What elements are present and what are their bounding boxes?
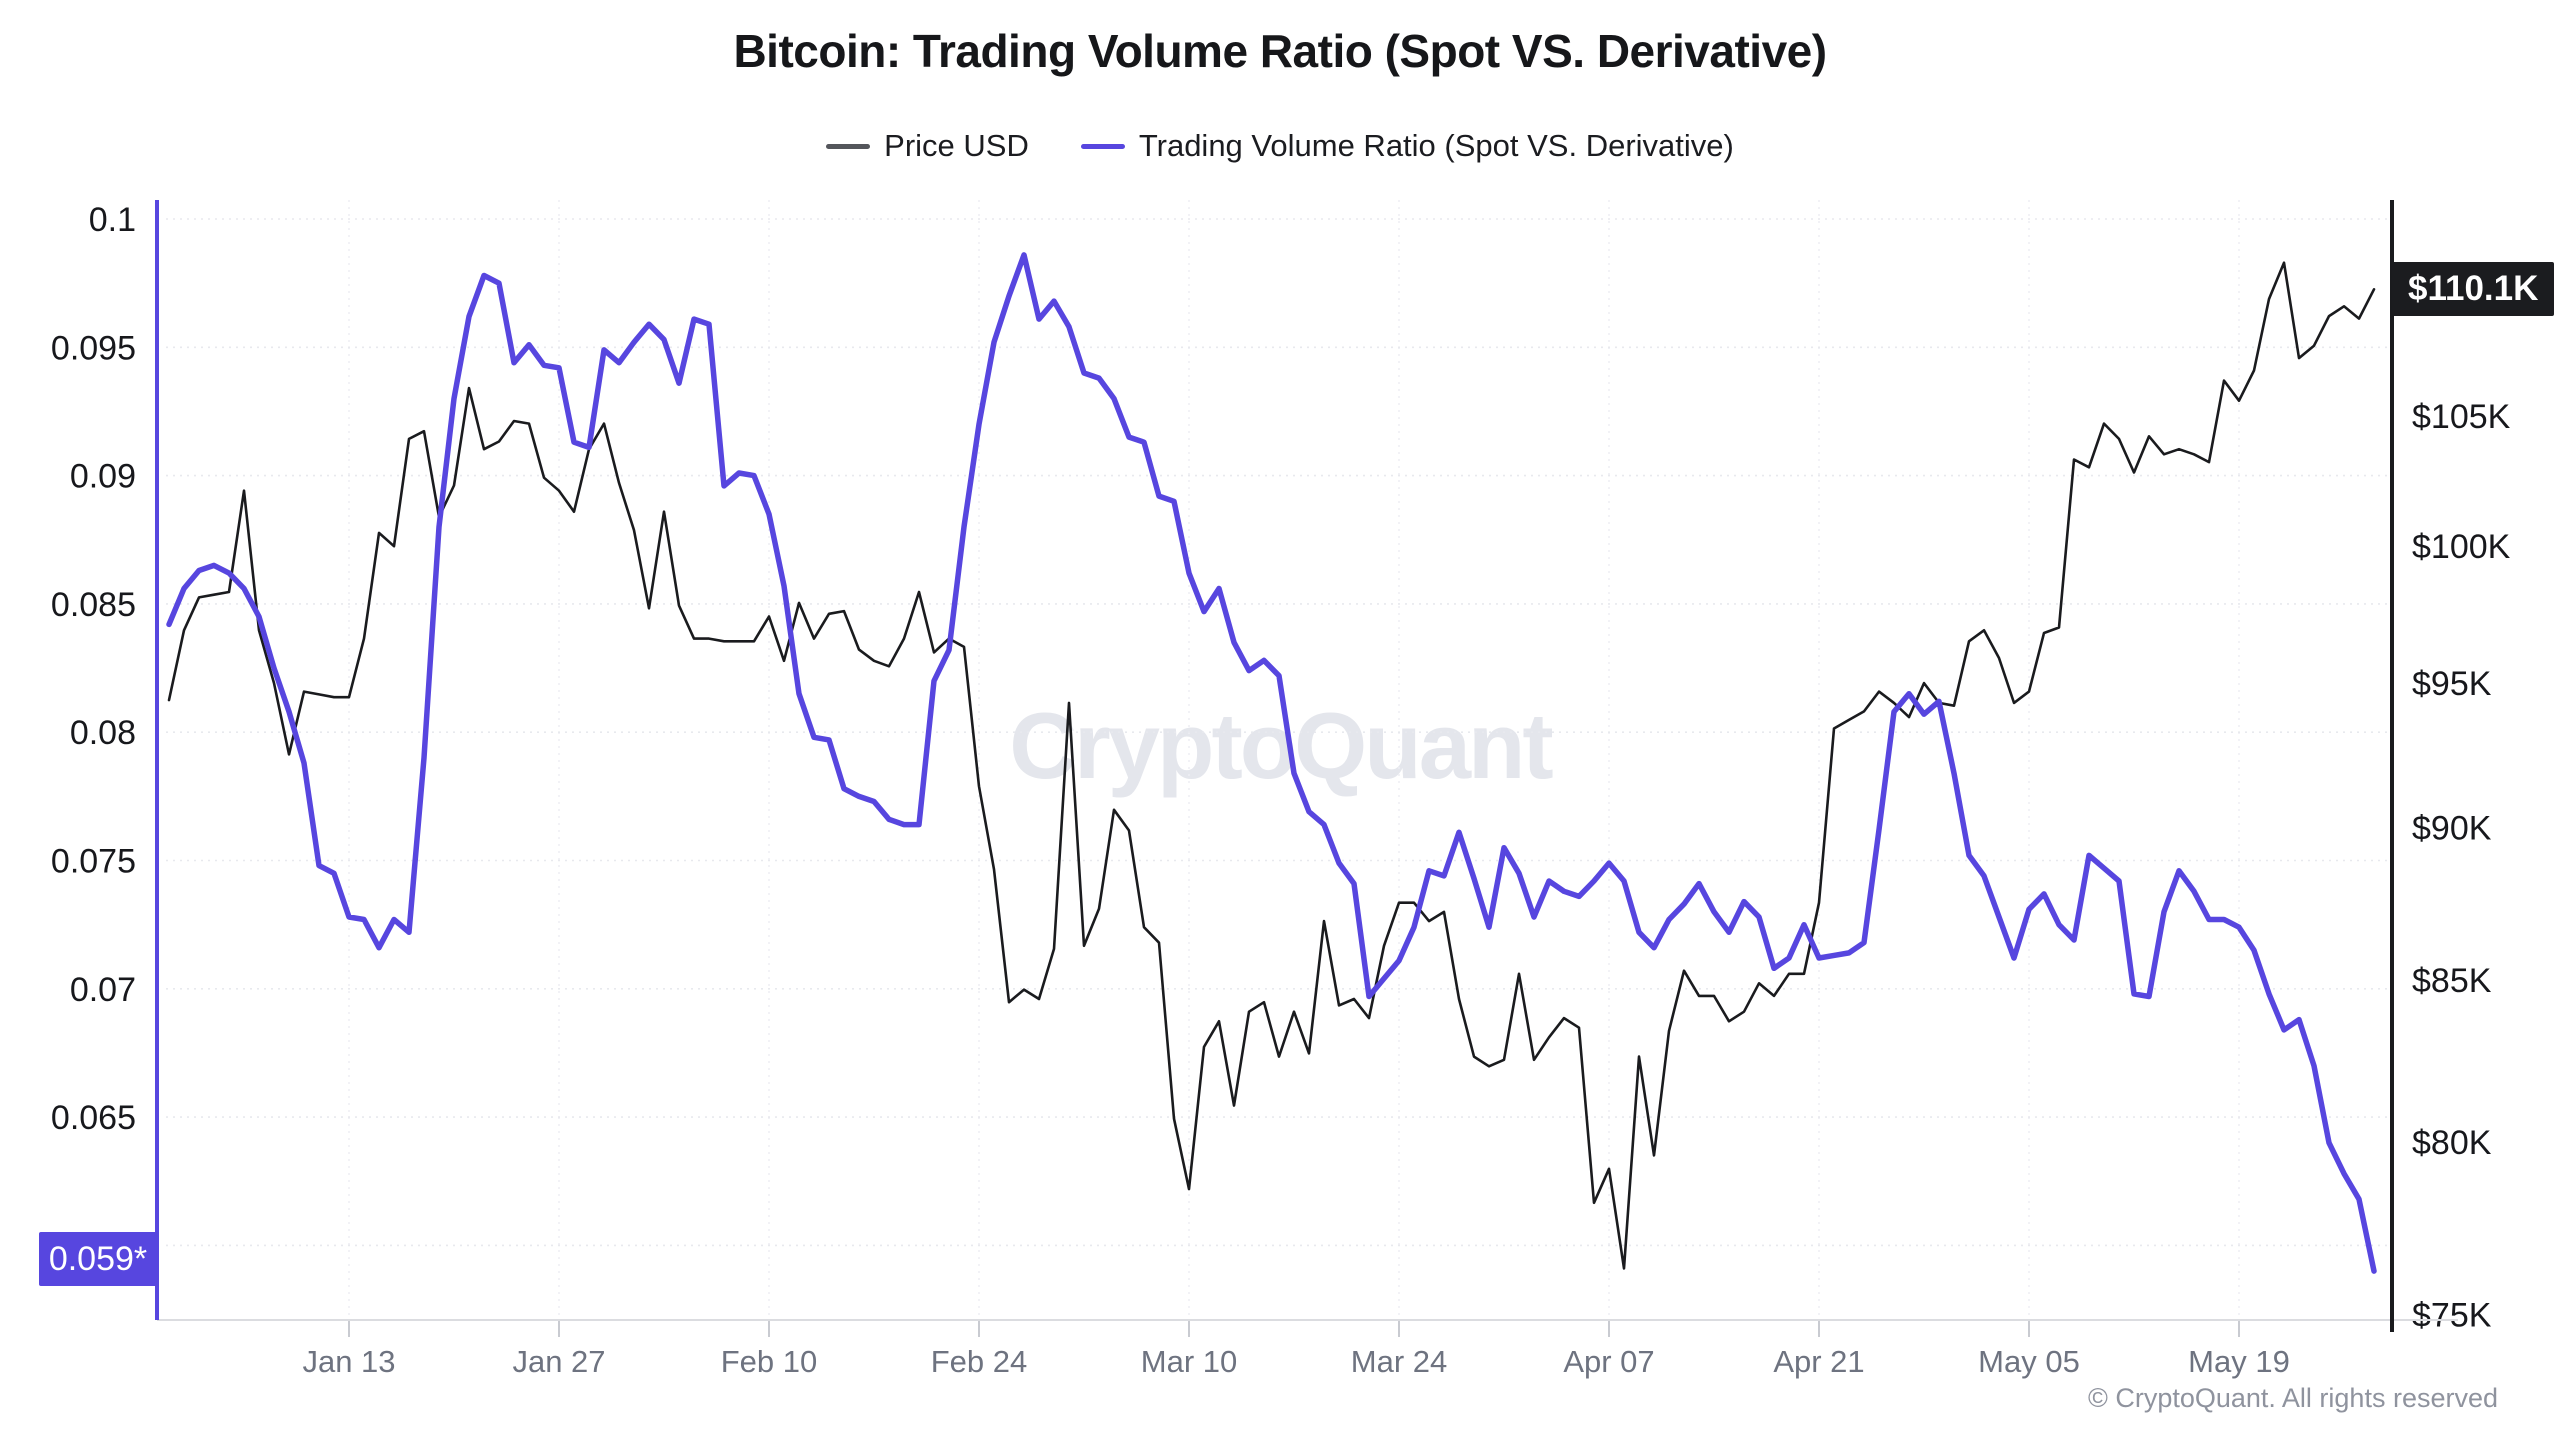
price-current-value-badge: $110.1K bbox=[2392, 262, 2555, 317]
watermark: CryptoQuant bbox=[1009, 693, 1553, 798]
y-axis-label-left: 0.085 bbox=[51, 586, 136, 624]
x-axis-label: Jan 13 bbox=[302, 1344, 395, 1379]
x-axis-label: Mar 10 bbox=[1141, 1344, 1237, 1379]
legend: Price USD Trading Volume Ratio (Spot VS.… bbox=[0, 128, 2560, 164]
y-axis-label-left: 0.08 bbox=[70, 714, 136, 752]
y-axis-label-right: $105K bbox=[2412, 398, 2511, 436]
x-axis-label: Jan 27 bbox=[512, 1344, 605, 1379]
y-axis-label-left: 0.095 bbox=[51, 329, 136, 367]
y-axis-label-right: $90K bbox=[2412, 810, 2492, 848]
ratio-current-value-badge: 0.059* bbox=[39, 1232, 157, 1287]
x-axis-label: Apr 07 bbox=[1563, 1344, 1654, 1379]
ratio-line-swatch bbox=[1080, 143, 1125, 149]
y-axis-label-right: $100K bbox=[2412, 528, 2511, 566]
y-axis-label-left: 0.07 bbox=[70, 971, 136, 1009]
price-usd-line bbox=[167, 261, 2376, 1270]
chart-title: Bitcoin: Trading Volume Ratio (Spot VS. … bbox=[733, 25, 1827, 77]
x-axis-label: Feb 10 bbox=[721, 1344, 818, 1379]
legend-item-ratio[interactable]: Trading Volume Ratio (Spot VS. Derivativ… bbox=[1080, 128, 1734, 164]
y-axis-label-left: 0.075 bbox=[51, 843, 136, 881]
x-axis-label: May 19 bbox=[2188, 1344, 2290, 1379]
y-axis-label-right: $80K bbox=[2412, 1124, 2492, 1162]
y-axis-label-left: 0.065 bbox=[51, 1099, 136, 1137]
x-axis-label: Apr 21 bbox=[1773, 1344, 1864, 1379]
x-axis-label: May 05 bbox=[1978, 1344, 2080, 1379]
legend-item-price-label: Price USD bbox=[884, 128, 1029, 163]
y-axis-label-left: 0.09 bbox=[70, 458, 136, 496]
legend-item-price[interactable]: Price USD bbox=[826, 128, 1029, 164]
y-axis-label-left: 0.1 bbox=[89, 201, 136, 239]
volume-ratio-line bbox=[166, 252, 2377, 1274]
y-axis-label-right: $85K bbox=[2412, 962, 2492, 1000]
y-axis-label-right: $95K bbox=[2412, 665, 2492, 703]
x-axis-label: Mar 24 bbox=[1351, 1344, 1447, 1379]
price-line-swatch bbox=[826, 143, 871, 149]
copyright-note: © CryptoQuant. All rights reserved bbox=[2087, 1383, 2498, 1413]
x-axis-label: Feb 24 bbox=[931, 1344, 1028, 1379]
legend-item-ratio-label: Trading Volume Ratio (Spot VS. Derivativ… bbox=[1138, 128, 1734, 163]
y-axis-label-right: $75K bbox=[2412, 1296, 2492, 1334]
